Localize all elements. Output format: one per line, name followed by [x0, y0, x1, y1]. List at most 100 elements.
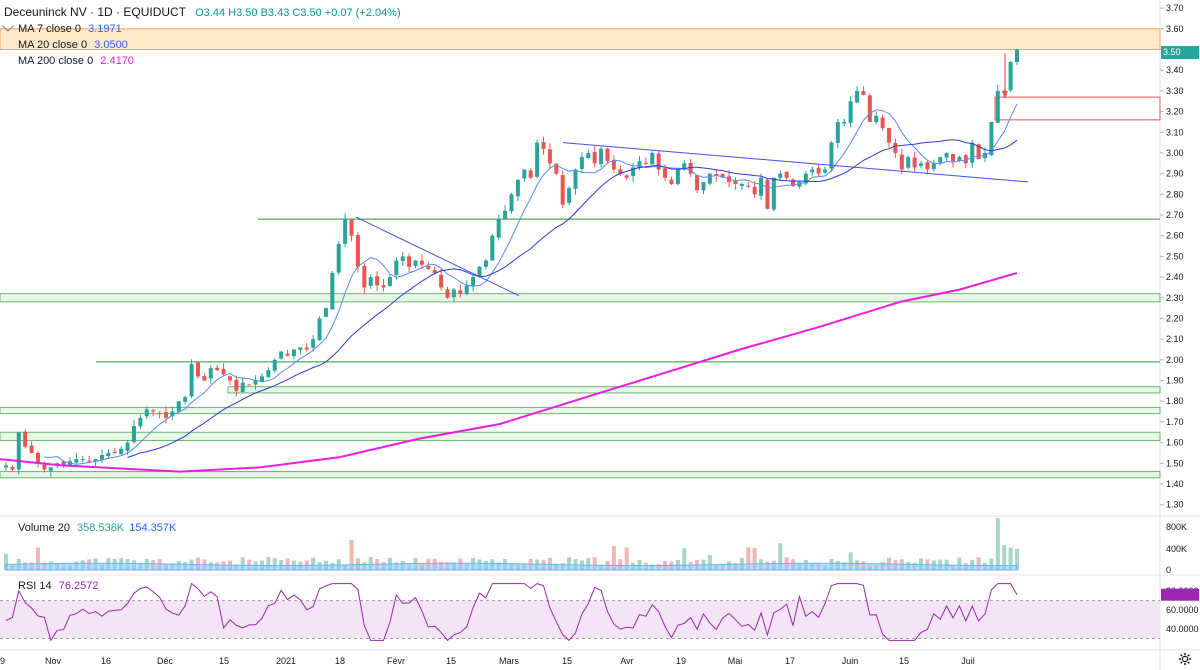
candle-body — [752, 186, 757, 195]
price-tick-label: 2.70 — [1166, 210, 1184, 220]
time-tick-label: 15 — [219, 656, 229, 666]
volume-bar — [592, 557, 597, 570]
candle-body — [125, 442, 130, 451]
candle-body — [611, 159, 616, 170]
volume-bar — [778, 543, 783, 570]
candle-body — [803, 173, 808, 184]
ma7-label: MA 7 close 0 — [18, 23, 82, 35]
symbol-title[interactable]: Deceuninck NV · 1D · EQUIDUCT — [4, 5, 187, 19]
candle-body — [957, 157, 962, 161]
volume-bar — [240, 557, 245, 570]
volume-value-1: 358.538K — [77, 522, 125, 534]
volume-bar — [195, 557, 200, 570]
support-zone — [0, 471, 1161, 479]
candle-body — [650, 152, 655, 165]
open-value: O3.44 — [195, 7, 226, 19]
price-tick-label: 2.20 — [1166, 313, 1184, 323]
rsi-value-tag — [1161, 588, 1199, 601]
volume-bar — [368, 557, 373, 570]
change-value: +0.07 (+2.04%) — [324, 7, 401, 19]
candle-body — [311, 339, 316, 348]
candle-body — [599, 148, 604, 164]
candle-body — [227, 376, 232, 381]
candle-body — [42, 464, 47, 470]
candle-body — [816, 167, 821, 174]
candle-body — [765, 179, 770, 209]
time-tick-label: Déc — [157, 656, 174, 666]
price-tick-label: 1.70 — [1166, 417, 1184, 427]
candle-body — [157, 413, 162, 415]
rsi-legend[interactable]: RSI 14 76.2572 — [4, 579, 98, 593]
last-price-tag: 3.50 — [1161, 46, 1199, 59]
ma7-legend[interactable]: MA 7 close 0 3.1971 — [2, 20, 122, 36]
volume-legend[interactable]: Volume 20 358.538K 154.357K — [4, 521, 176, 535]
candle-body — [183, 397, 188, 402]
price-tick-label: 2.90 — [1166, 169, 1184, 179]
time-tick-label: Juin — [842, 656, 859, 666]
candle-body — [912, 157, 917, 168]
candle-body — [733, 180, 738, 184]
volume-ma-area — [5, 562, 1018, 571]
candle-body — [778, 173, 783, 178]
candle-body — [477, 266, 482, 277]
time-tick-label: Févr — [387, 656, 405, 666]
ma20-line — [127, 139, 1018, 458]
volume-bar — [35, 547, 40, 570]
candle-body — [515, 179, 520, 197]
candle-body — [330, 272, 335, 310]
candle-body — [771, 177, 776, 210]
candle-body — [1008, 61, 1013, 91]
candle-body — [707, 173, 712, 184]
candle-body — [419, 260, 424, 265]
ma20-legend[interactable]: MA 20 close 0 3.0500 — [4, 38, 128, 52]
candle-body — [490, 235, 495, 261]
candle-body — [835, 121, 840, 143]
settings-gear-icon[interactable] — [1178, 652, 1192, 666]
candle-body — [471, 277, 476, 287]
price-tick-label: 3.70 — [1166, 3, 1184, 13]
candle-body — [624, 175, 629, 178]
price-tick-label: 1.40 — [1166, 479, 1184, 489]
candle-body — [189, 363, 194, 397]
volume-tick-label: 0 — [1166, 565, 1171, 575]
volume-tick-label: 400K — [1166, 544, 1187, 554]
candle-body — [528, 170, 533, 178]
candle-body — [867, 95, 872, 122]
ma200-legend[interactable]: MA 200 close 0 2.4170 — [4, 54, 134, 68]
candle-body — [362, 266, 367, 288]
candle-body — [759, 177, 764, 196]
candle-body — [995, 90, 1000, 123]
candle-body — [247, 384, 252, 386]
volume-axis: 800K 400K 0 — [1166, 522, 1187, 575]
volume-bar — [957, 557, 962, 570]
price-tick-label: 3.60 — [1166, 24, 1184, 34]
candle-body — [861, 91, 866, 96]
collapse-chevron-icon[interactable] — [2, 20, 14, 32]
candle-body — [874, 115, 879, 123]
volume-bar — [995, 518, 1000, 570]
candle-body — [714, 173, 719, 176]
time-axis: 9 Nov 16 Déc 15 2021 18 Févr 15 Mars 15 Avr 19 Mai 17 J… — [0, 656, 975, 666]
candle-body — [381, 285, 386, 288]
volume-bar — [682, 548, 687, 570]
volume-bar — [1008, 547, 1013, 570]
price-tick-label: 3.40 — [1166, 65, 1184, 75]
time-tick-label: 18 — [335, 656, 345, 666]
candle-body — [253, 380, 258, 385]
volume-tick-label: 800K — [1166, 522, 1187, 532]
candle-body — [855, 90, 860, 103]
candle-body — [432, 270, 437, 273]
candle-body — [343, 219, 348, 244]
candle-body — [336, 243, 341, 273]
candle-body — [823, 169, 828, 173]
candle-body — [963, 155, 968, 164]
price-tick-label: 3.00 — [1166, 148, 1184, 158]
candle-body — [400, 256, 405, 261]
candle-body — [426, 266, 431, 269]
arrow-head — [1002, 90, 1008, 100]
volume-bar — [285, 558, 290, 570]
candle-body — [291, 349, 296, 357]
rsi-tick-label: 40.0000 — [1166, 624, 1199, 634]
price-tick-label: 2.40 — [1166, 272, 1184, 282]
